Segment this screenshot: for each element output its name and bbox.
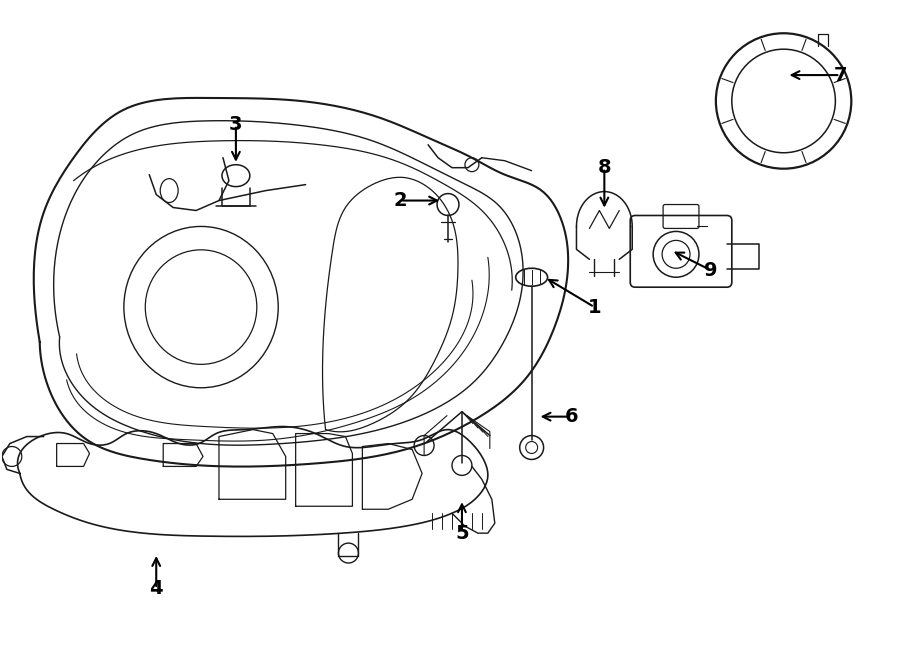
Text: 8: 8 — [598, 158, 611, 177]
Text: 4: 4 — [149, 579, 163, 598]
Text: 6: 6 — [564, 407, 579, 426]
Text: 7: 7 — [833, 66, 847, 85]
Text: 1: 1 — [588, 298, 601, 316]
Text: 3: 3 — [230, 115, 243, 134]
Text: 2: 2 — [393, 191, 407, 210]
Text: 5: 5 — [455, 524, 469, 543]
Text: 9: 9 — [704, 261, 717, 280]
